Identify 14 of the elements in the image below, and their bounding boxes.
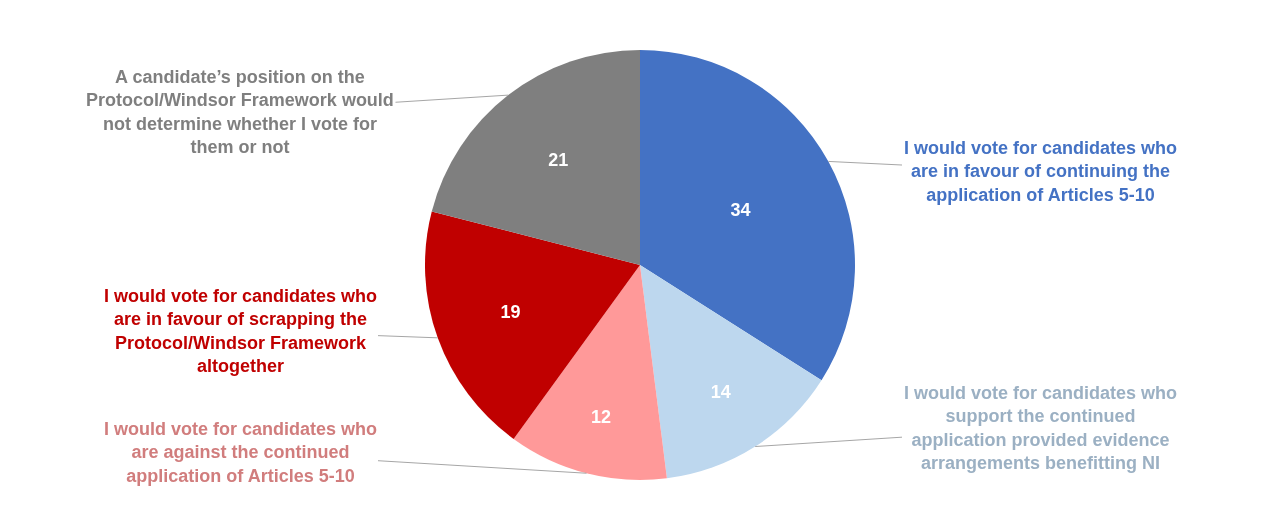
slice-label: I would vote for candidates who support the continued application provided evidence arrangements benefitting NI [904, 383, 1178, 474]
pie-slice [431, 50, 640, 265]
data-label: 14 [710, 382, 731, 403]
pie-slice [640, 265, 822, 479]
slice-label: I would vote for candidates who are in favour of scrapping the Protocol/Windsor Framework altogether [104, 286, 378, 377]
pie-slice [425, 211, 640, 439]
slice-label: I would vote for candidates who are in favour of continuing the application of Articles 5-10 [904, 138, 1178, 205]
data-label: 34 [730, 199, 751, 220]
data-label: 12 [590, 407, 611, 428]
pie-slice [640, 50, 855, 381]
slice-label: A candidate’s position on the Protocol/Windsor Framework would not determine whether I vote for them or not [86, 67, 394, 158]
slice-label: I would vote for candidates who are against the continued application of Articles 5-10 [104, 419, 378, 486]
data-label: 19 [500, 301, 521, 322]
data-label: 21 [548, 149, 569, 170]
